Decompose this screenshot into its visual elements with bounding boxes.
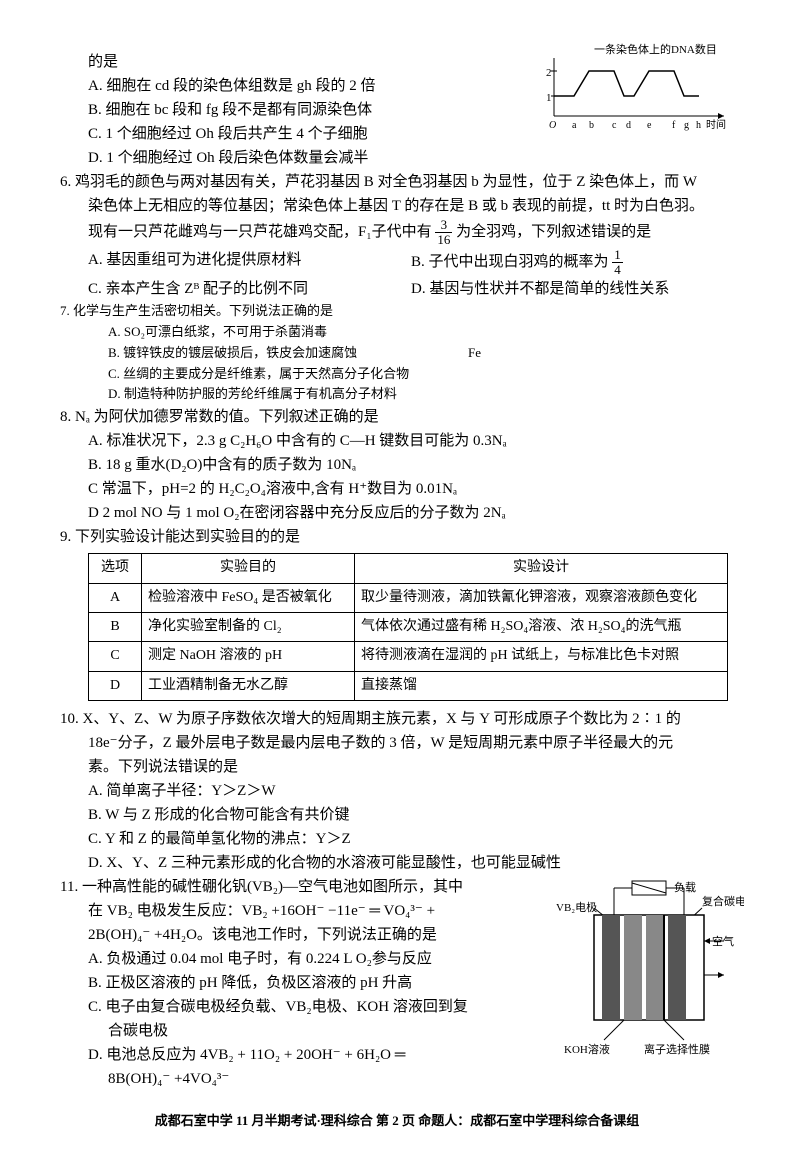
svg-text:c: c <box>612 120 617 131</box>
q8-stem: 8. Nₐ 为阿伏加德罗常数的值。下列叙述正确的是 <box>60 405 734 429</box>
svg-text:d: d <box>626 120 631 131</box>
q6-stem1: 6. 鸡羽毛的颜色与两对基因有关，芦花羽基因 B 对全色羽基因 b 为显性，位于… <box>60 170 734 194</box>
th-design: 实验设计 <box>355 554 728 583</box>
q11-figure: 负载 VB₂电极 复合碳电极 空气 <box>554 875 744 1055</box>
page-footer: 成都石室中学 11 月半期考试·理科综合 第 2 页 命题人：成都石室中学理科综… <box>60 1111 734 1132</box>
q5-chart: 2 1 O a b c d e f g h 时间 一条染色体上的DNA数目 <box>534 46 734 126</box>
q10-stem1: 10. X、Y、Z、W 为原子序数依次增大的短周期主族元素，X 与 Y 可形成原… <box>60 707 734 731</box>
q10-opt-c: C. Y 和 Z 的最简单氢化物的沸点：Y＞Z <box>60 827 734 851</box>
question-5-options: 2 1 O a b c d e f g h 时间 一条染色体上的DNA数目 的是… <box>60 50 734 170</box>
table-row: B 净化实验室制备的 Cl₂ 气体依次通过盛有稀 H₂SO₄溶液、浓 H₂SO₄… <box>89 612 728 641</box>
svg-text:b: b <box>589 120 594 131</box>
q7-opt-a: A. SO₂可漂白纸浆，不可用于杀菌消毒 <box>60 322 734 343</box>
q10-stem3: 素。下列说法错误的是 <box>60 755 734 779</box>
q6-stem2: 染色体上无相应的等位基因；常染色体上基因 T 的存在是 B 或 b 表现的前提，… <box>60 194 734 218</box>
q11-opt-c1: C. 电子由复合碳电极经负载、VB₂电极、KOH 溶液回到复 <box>60 995 530 1019</box>
q6-opt-d: D. 基因与性状并不都是简单的线性关系 <box>411 277 734 301</box>
q11-stem1: 11. 一种高性能的碱性硼化钒(VB₂)—空气电池如图所示，其中 <box>60 875 530 899</box>
svg-text:f: f <box>672 120 676 131</box>
q8-opt-a: A. 标准状况下，2.3 g C₂H₆O 中含有的 C—H 键数目可能为 0.3… <box>60 429 734 453</box>
th-purpose: 实验目的 <box>142 554 355 583</box>
q11-stem3: 2B(OH)₄⁻ +4H₂O。该电池工作时，下列说法正确的是 <box>60 923 530 947</box>
svg-text:O: O <box>549 120 556 131</box>
q6-opt-c: C. 亲本产生含 Zᴮ 配子的比例不同 <box>88 277 411 301</box>
q6-stem3: 现有一只芦花雌鸡与一只芦花雄鸡交配，F₁子代中有 316 为全羽鸡，下列叙述错误… <box>60 218 734 248</box>
q6-b-pre: B. 子代中出现白羽鸡的概率为 <box>411 254 609 270</box>
q6-b-frac: 14 <box>612 248 623 278</box>
q11-opt-b: B. 正极区溶液的 pH 降低，负极区溶液的 pH 升高 <box>60 971 530 995</box>
q11-stem2: 在 VB₂ 电极发生反应：VB₂ +16OH⁻ −11e⁻ ═ VO₄³⁻ + <box>60 899 530 923</box>
q6-opt-a: A. 基因重组可为进化提供原材料 <box>88 248 411 278</box>
q6-row2: C. 亲本产生含 Zᴮ 配子的比例不同 D. 基因与性状并不都是简单的线性关系 <box>60 277 734 301</box>
table-header-row: 选项 实验目的 实验设计 <box>89 554 728 583</box>
q7-opt-d: D. 制造特种防护服的芳纶纤维属于有机高分子材料 <box>60 384 734 405</box>
q9-table: 选项 实验目的 实验设计 A 检验溶液中 FeSO₄ 是否被氧化 取少量待测液，… <box>88 553 728 701</box>
fig-membrane: 离子选择性膜 <box>644 1042 710 1055</box>
q5-opt-d: D. 1 个细胞经过 Oh 段后染色体数量会减半 <box>60 146 734 170</box>
q7-stem: 7. 化学与生产生活密切相关。下列说法正确的是 <box>60 301 734 322</box>
question-11: 负载 VB₂电极 复合碳电极 空气 <box>60 875 734 1091</box>
svg-text:a: a <box>572 120 577 131</box>
q11-opt-a: A. 负极通过 0.04 mol 电子时，有 0.224 L O₂参与反应 <box>60 947 530 971</box>
q10-opt-a: A. 简单离子半径：Y＞Z＞W <box>60 779 734 803</box>
table-row: A 检验溶液中 FeSO₄ 是否被氧化 取少量待测液，滴加铁氰化钾溶液，观察溶液… <box>89 583 728 612</box>
q10-opt-b: B. W 与 Z 形成的化合物可能含有共价键 <box>60 803 734 827</box>
y2: 2 <box>546 67 552 79</box>
svg-text:g: g <box>684 120 689 131</box>
q7-opt-c: C. 丝绸的主要成分是纤维素，属于天然高分子化合物 <box>60 364 734 385</box>
q8-opt-d: D 2 mol NO 与 1 mol O₂在密闭容器中充分反应后的分子数为 2N… <box>60 501 734 525</box>
q10-opt-d: D. X、Y、Z 三种元素形成的化合物的水溶液可能显酸性，也可能显碱性 <box>60 851 734 875</box>
fig-carbon: 复合碳电极 <box>702 894 744 908</box>
q9-stem: 9. 下列实验设计能达到实验目的的是 <box>60 525 734 549</box>
q7-opt-b: B. 镀锌铁皮的镀层破损后，铁皮会加速腐蚀 <box>108 343 468 364</box>
chart-title-text: 一条染色体上的DNA数目 <box>594 42 717 60</box>
th-opt: 选项 <box>89 554 142 583</box>
q6-opt-b: B. 子代中出现白羽鸡的概率为 14 <box>411 248 734 278</box>
q6-stem3-post: 为全羽鸡，下列叙述错误的是 <box>456 224 651 240</box>
svg-text:e: e <box>647 120 652 131</box>
q11-opt-d1: D. 电池总反应为 4VB₂ + 11O₂ + 20OH⁻ + 6H₂O ═ <box>60 1043 530 1067</box>
svg-text:h: h <box>696 120 701 131</box>
q10-stem2: 18e⁻分子，Z 最外层电子数是最内层电子数的 3 倍，W 是短周期元素中原子半… <box>60 731 734 755</box>
q8-opt-b: B. 18 g 重水(D₂O)中含有的质子数为 10Nₐ <box>60 453 734 477</box>
q11-opt-d2: 8B(OH)₄⁻ +4VO₄³⁻ <box>60 1067 530 1091</box>
fig-koh: KOH溶液 <box>564 1042 610 1055</box>
q8-opt-c: C 常温下，pH=2 的 H₂C₂O₄溶液中,含有 H⁺数目为 0.01Nₐ <box>60 477 734 501</box>
q11-opt-c2: 合碳电极 <box>60 1019 530 1043</box>
q7-b-right: Fe <box>468 343 734 364</box>
y1: 1 <box>546 92 552 104</box>
table-row: C 测定 NaOH 溶液的 pH 将待测液滴在湿润的 pH 试纸上，与标准比色卡… <box>89 642 728 671</box>
svg-text:时间: 时间 <box>706 118 726 131</box>
q6-frac1: 316 <box>435 218 452 248</box>
q7-row-b: B. 镀锌铁皮的镀层破损后，铁皮会加速腐蚀 Fe <box>60 343 734 364</box>
table-row: D 工业酒精制备无水乙醇 直接蒸馏 <box>89 671 728 700</box>
q6-row1: A. 基因重组可为进化提供原材料 B. 子代中出现白羽鸡的概率为 14 <box>60 248 734 278</box>
q6-stem3-pre: 现有一只芦花雌鸡与一只芦花雄鸡交配，F₁子代中有 <box>88 224 432 240</box>
fig-vb2: VB₂电极 <box>556 900 597 914</box>
fig-load: 负载 <box>674 880 696 894</box>
